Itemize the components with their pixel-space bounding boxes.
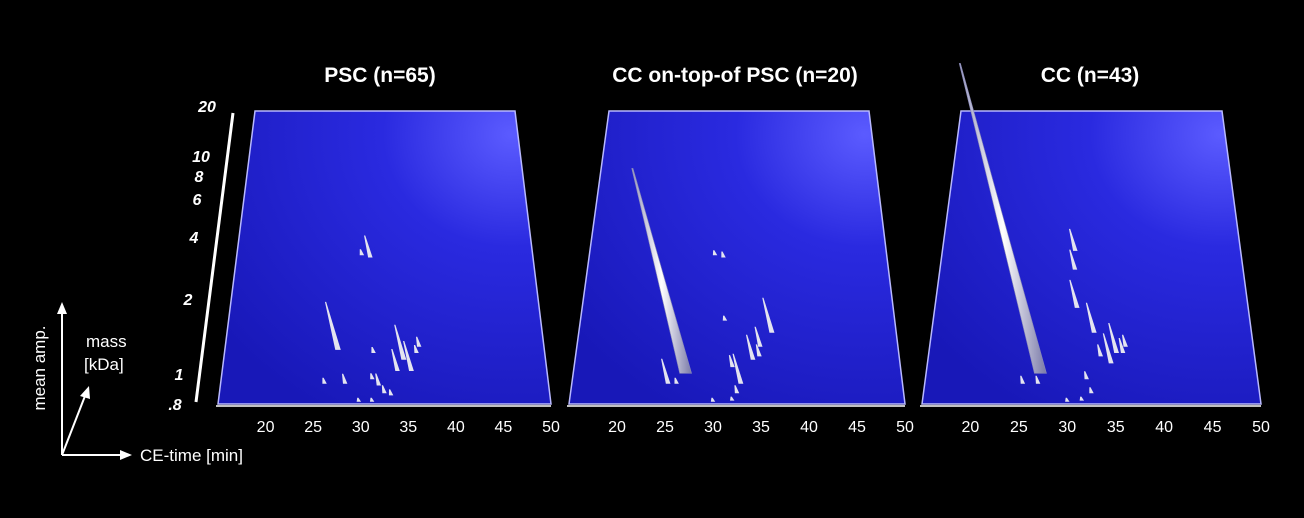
- x-tick-label: 30: [352, 419, 370, 436]
- time-axis-label: CE-time [min]: [140, 446, 243, 465]
- peak-mark: [364, 235, 373, 258]
- peak-mark: [1065, 397, 1070, 402]
- x-tick-label: 35: [1107, 419, 1125, 436]
- x-tick-label: 25: [1010, 419, 1028, 436]
- peak-mark: [1079, 396, 1085, 401]
- peak-mark: [958, 63, 1047, 374]
- x-tick-label: 45: [848, 419, 866, 436]
- mass-tick: 8: [195, 169, 204, 186]
- peak-mark: [324, 301, 341, 350]
- mass-tick: 20: [197, 99, 216, 116]
- mass-tick: 4: [189, 230, 199, 247]
- peak-mark: [712, 250, 718, 256]
- peak-mark: [1020, 375, 1026, 384]
- peak-mark: [391, 348, 400, 371]
- peak-mark: [1068, 228, 1078, 251]
- mass-axis-line: [194, 112, 235, 403]
- peak-mark: [1084, 371, 1089, 380]
- x-tick-label: 20: [608, 419, 626, 436]
- peak-mark: [1069, 279, 1080, 308]
- chart-panel: PSC (n=65) 20 25 30 35 40 45 50: [216, 64, 560, 436]
- mass-tick: 6: [193, 192, 202, 209]
- x-tick-label: 20: [257, 419, 275, 436]
- x-tick-label: 25: [304, 419, 322, 436]
- surface-plane: [217, 110, 552, 405]
- x-tick-label: 50: [1252, 419, 1270, 436]
- peak-mark: [416, 336, 422, 347]
- peak-mark: [661, 358, 671, 384]
- peak-mark: [388, 389, 394, 396]
- peak-mark: [375, 373, 382, 386]
- peak-mark: [722, 315, 728, 321]
- mass-arrow: [61, 395, 86, 456]
- surface-plane: [921, 110, 1262, 405]
- time-arrowhead-icon: [120, 450, 132, 460]
- peak-mark: [755, 344, 762, 357]
- peak-mark: [1097, 344, 1104, 357]
- x-tick-label: 45: [495, 419, 513, 436]
- peak-mark: [762, 297, 775, 333]
- peak-mark: [1069, 249, 1078, 270]
- x-tick-label: 40: [447, 419, 465, 436]
- peak-mark: [710, 397, 716, 402]
- x-tick-label: 35: [752, 419, 770, 436]
- peak-mark: [371, 347, 376, 354]
- peak-mark: [728, 355, 735, 368]
- peak-mark: [381, 385, 387, 394]
- surface-plane: [568, 110, 906, 405]
- peak-mark: [674, 377, 679, 384]
- peak-mark: [413, 345, 419, 354]
- chart-panel: CC (n=43) 20 25 30 35 40 45 50: [920, 63, 1270, 436]
- peak-mark: [322, 377, 327, 384]
- peak-mark: [745, 334, 756, 360]
- peak-mark: [1035, 375, 1041, 384]
- x-tick-label: 25: [656, 419, 674, 436]
- peak-mark: [730, 396, 735, 401]
- x-tick-label: 30: [1058, 419, 1076, 436]
- mass-tick: 1: [175, 367, 184, 384]
- x-tick-label: 30: [704, 419, 722, 436]
- chart-title: CC on-top-of PSC (n=20): [612, 64, 858, 87]
- peak-mark: [754, 326, 763, 347]
- mass-tick: .8: [168, 397, 181, 414]
- x-tick-label: 20: [962, 419, 980, 436]
- chart-title: PSC (n=65): [324, 64, 435, 87]
- peak-mark: [356, 397, 362, 402]
- peak-mark: [1108, 323, 1120, 354]
- peak-mark: [341, 373, 348, 384]
- x-tick-label: 50: [896, 419, 914, 436]
- peak-mark: [1102, 333, 1114, 364]
- peak-mark: [1085, 302, 1097, 333]
- peak-mark: [734, 385, 740, 394]
- chart-title: CC (n=43): [1041, 64, 1140, 87]
- mass-axis: 20 10 8 6 4 2 1 .8: [168, 99, 235, 414]
- mass-tick: 10: [192, 149, 210, 166]
- peak-mark: [403, 340, 414, 371]
- mass-tick: 2: [183, 292, 193, 309]
- peak-mark: [394, 324, 407, 360]
- peak-mark: [359, 249, 365, 256]
- peak-mark: [631, 168, 692, 374]
- x-tick-label: 50: [542, 419, 560, 436]
- mass-arrowhead-icon: [80, 386, 90, 399]
- peak-mark: [369, 397, 375, 402]
- x-tick-label: 40: [1155, 419, 1173, 436]
- peak-mark: [1089, 387, 1094, 394]
- mass-axis-unit: [kDa]: [84, 355, 124, 374]
- x-tick-label: 35: [399, 419, 417, 436]
- peak-mark: [721, 251, 726, 258]
- amp-axis-label: mean amp.: [30, 325, 49, 410]
- peak-mark: [370, 373, 375, 380]
- peak-mark: [732, 353, 744, 384]
- x-tick-label: 40: [800, 419, 818, 436]
- x-tick-label: 45: [1204, 419, 1222, 436]
- chart-panel: CC on-top-of PSC (n=20) 20 25 30 35 40 45 50: [567, 64, 914, 436]
- mass-axis-label: mass: [86, 332, 127, 351]
- peak-mark: [1118, 338, 1126, 354]
- axis-legend: mean amp. mass [kDa] CE-time [min]: [30, 302, 243, 465]
- amp-arrowhead-icon: [57, 302, 67, 314]
- peak-mark: [1122, 334, 1128, 347]
